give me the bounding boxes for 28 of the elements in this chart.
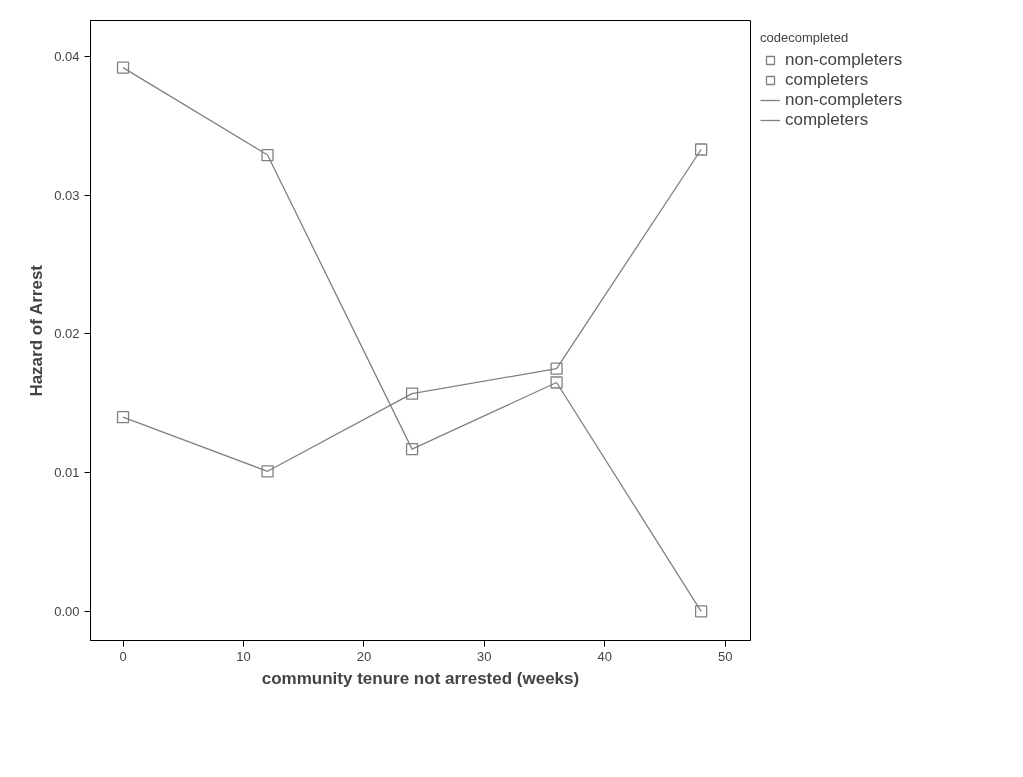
text: non-completers [785,90,903,109]
legend-label: completers [785,110,869,130]
point [261,148,274,162]
point [694,605,708,618]
y-tick-label: 0.02 [54,326,80,342]
y-tick-label: 0.01 [54,465,80,481]
point [405,442,419,456]
y-tick-label: 0.04 [54,49,80,65]
y-axis-title: Hazard of Arrest [27,264,47,397]
legend-label: non-completers [785,50,903,70]
point [261,465,274,478]
y-tick-label: 0.03 [54,187,80,203]
y-tick-label: 0.00 [54,603,80,619]
x-tick-label: 10 [236,648,251,664]
legend-title: codecompleted [760,30,850,45]
x-tick-label: 20 [356,648,372,664]
point [116,61,130,74]
point [405,387,419,400]
point [550,376,563,389]
point [116,411,130,424]
x-tick-label: 40 [597,648,613,664]
text: completers [785,70,869,89]
x-axis-title: community tenure not arrested (weeks) [261,668,580,688]
x-tick-label: 0 [119,648,127,664]
point [550,362,563,375]
x-tick-label: 50 [717,648,733,664]
x-tick-label: 30 [477,648,492,664]
point [694,143,708,156]
